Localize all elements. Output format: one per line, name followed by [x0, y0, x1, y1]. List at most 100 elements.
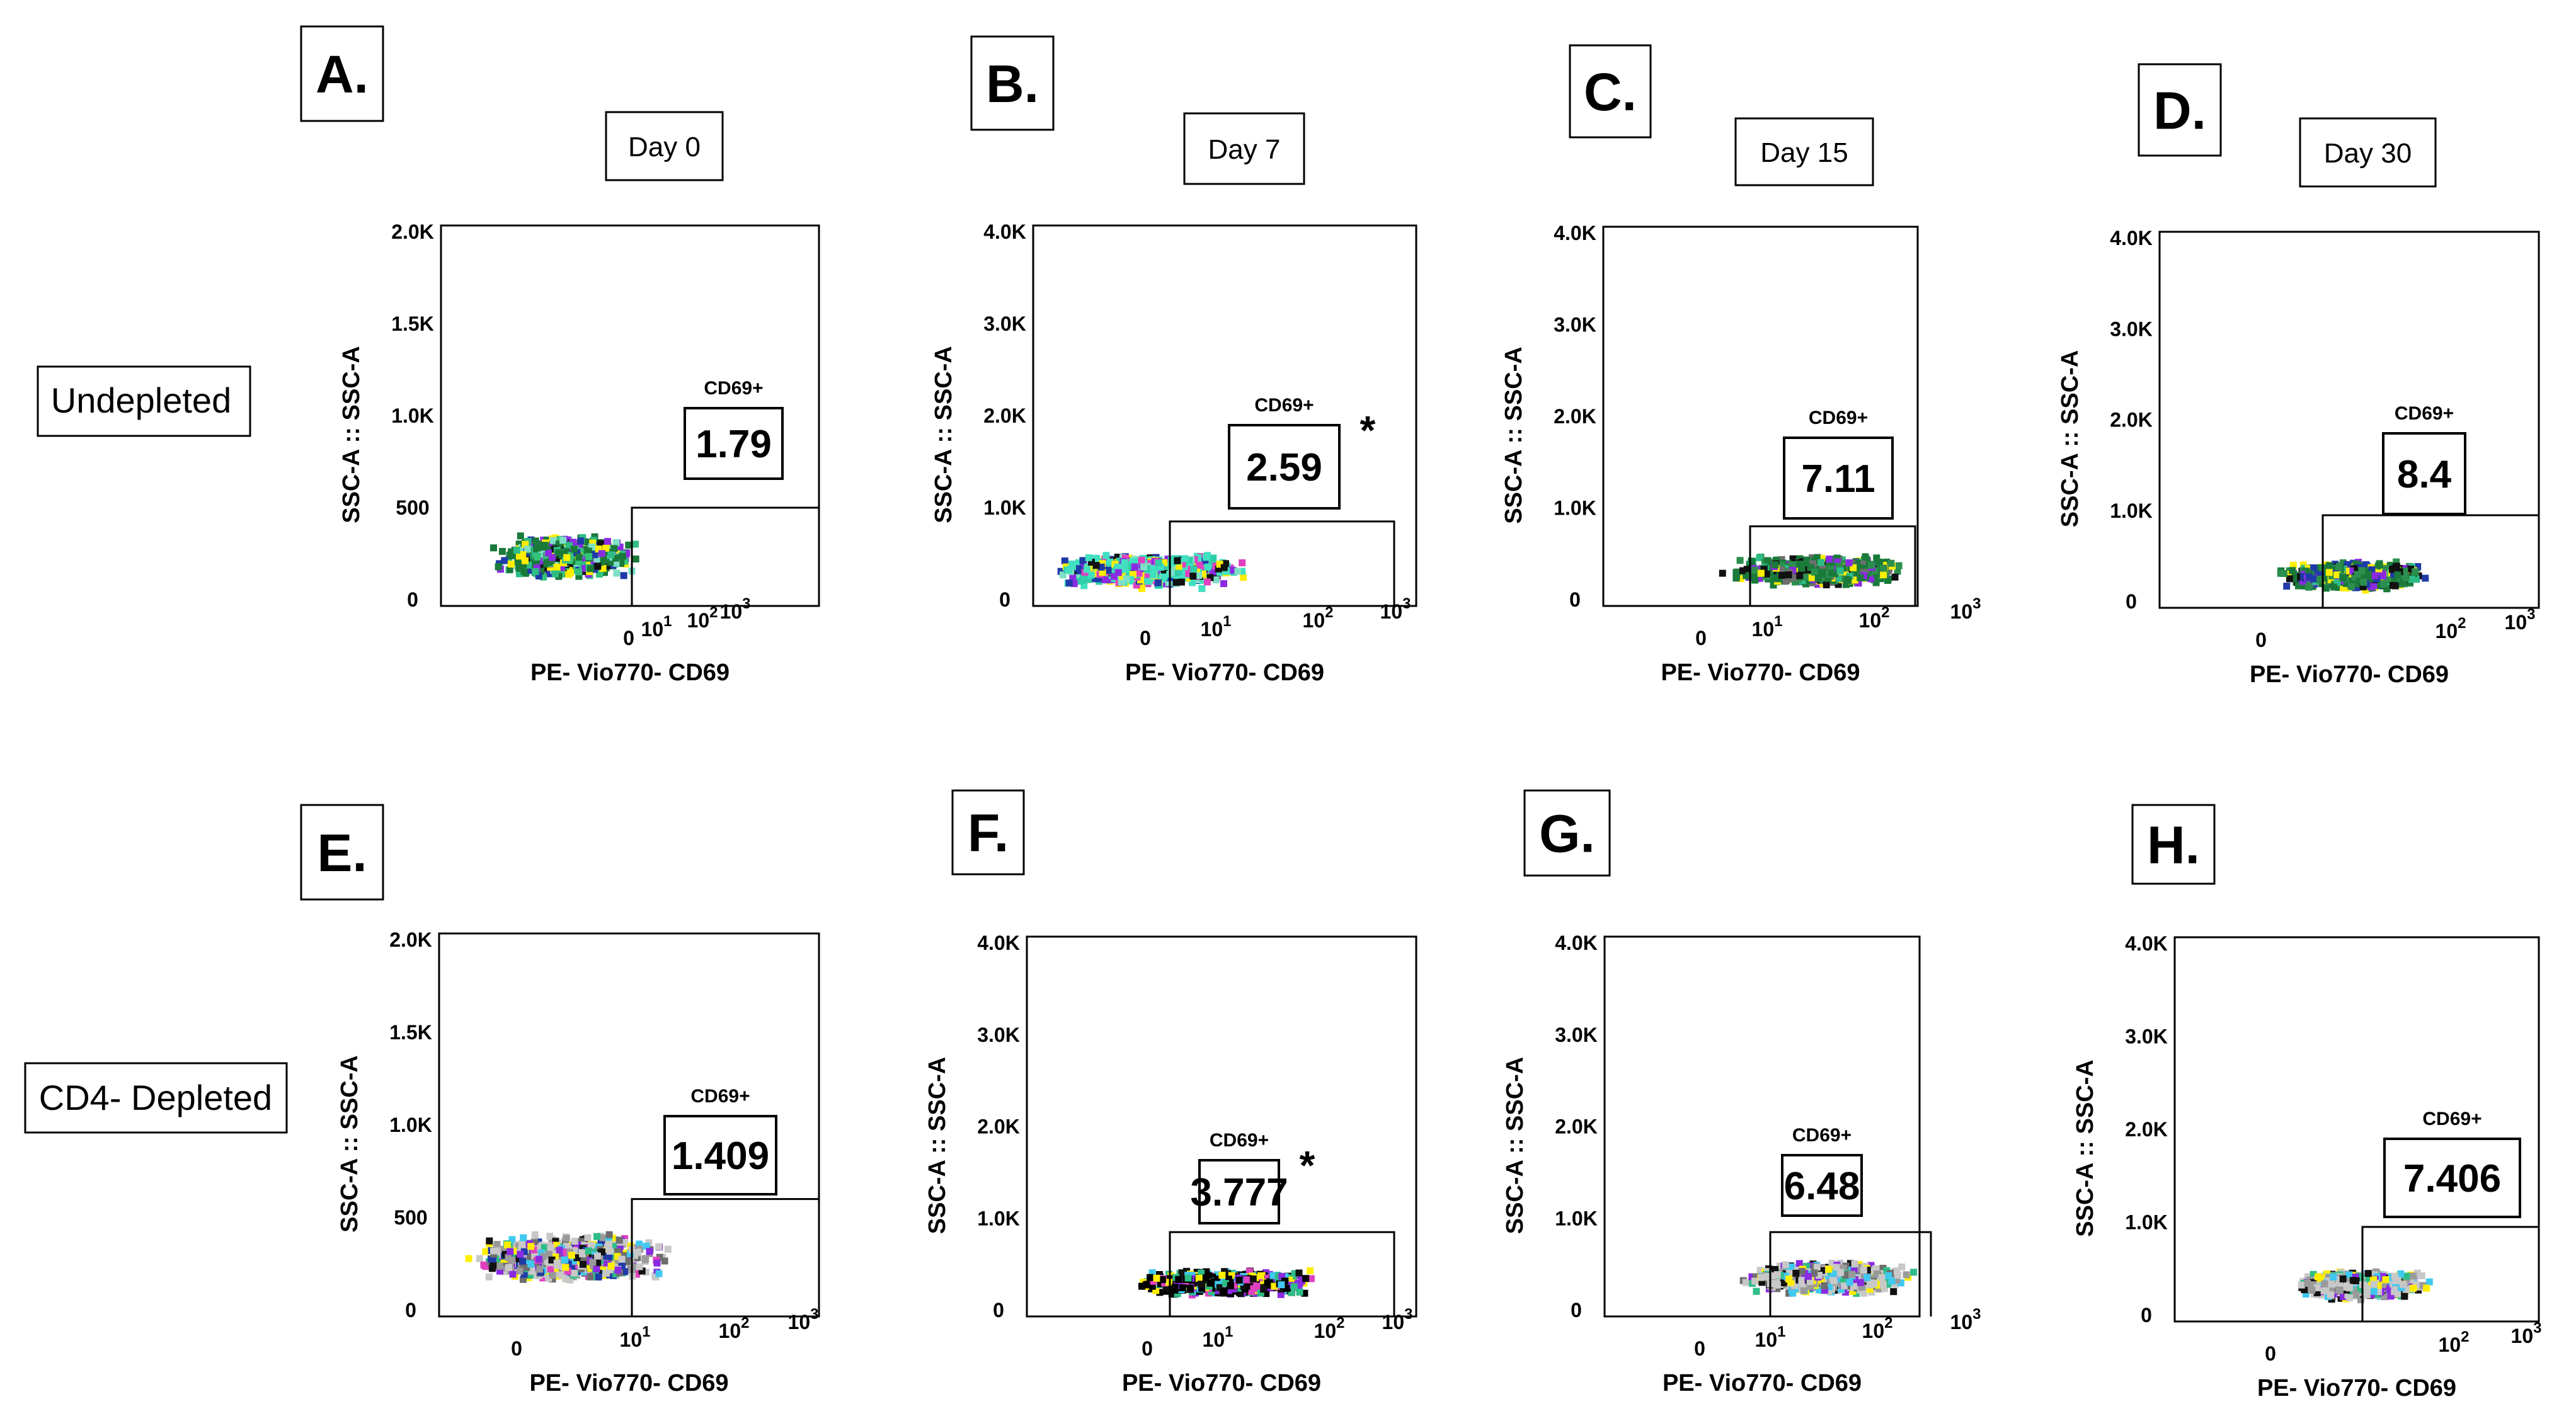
event-dot	[642, 1269, 650, 1276]
gate-value: 2.59	[1246, 446, 1322, 489]
event-dot	[577, 537, 585, 545]
event-dot	[2382, 565, 2390, 573]
event-dot	[624, 1258, 631, 1265]
event-dot	[1201, 557, 1209, 565]
event-dot	[1129, 558, 1136, 565]
event-dot	[1873, 554, 1880, 562]
day-label: Day 15	[1760, 137, 1848, 168]
event-dot	[1169, 559, 1177, 566]
event-dot	[2389, 582, 2396, 589]
y-tick-label: 3.0K	[983, 312, 1026, 335]
event-dot	[2340, 584, 2347, 591]
event-dot	[1092, 575, 1099, 583]
event-dot	[2356, 575, 2363, 583]
event-dot	[612, 539, 620, 547]
event-dot	[552, 1241, 560, 1249]
event-dot	[613, 1253, 621, 1260]
event-dot	[482, 1248, 489, 1255]
event-dot	[570, 545, 578, 553]
event-dot	[1791, 557, 1799, 565]
event-dot	[579, 1250, 586, 1258]
event-dot	[2358, 567, 2366, 574]
event-dot	[548, 554, 556, 561]
event-dot	[1743, 566, 1751, 573]
event-dot	[535, 1238, 542, 1246]
panel-letter-box	[300, 25, 384, 122]
event-dot	[546, 559, 552, 566]
event-dot	[1189, 573, 1197, 580]
x-tick-label: 102	[1303, 604, 1334, 632]
event-dot	[2310, 575, 2316, 583]
event-dot	[2386, 561, 2394, 569]
event-dot	[573, 1254, 581, 1262]
event-dot	[1209, 558, 1216, 566]
event-dot	[2324, 565, 2332, 573]
y-tick-label: 3.0K	[1554, 314, 1596, 336]
event-dot	[2422, 574, 2429, 582]
event-dot	[520, 568, 528, 575]
gate-name: CD69+	[1809, 408, 1868, 428]
event-dot	[1127, 576, 1135, 583]
y-axis-title: SSC-A :: SSC-A	[924, 1057, 951, 1234]
row-label: CD4- Depleted	[24, 1062, 288, 1134]
event-dot	[1215, 565, 1222, 573]
event-dot	[517, 532, 524, 540]
event-dot	[528, 1267, 535, 1275]
event-dot	[520, 561, 527, 568]
event-dot	[661, 1257, 668, 1265]
significance-star: *	[1360, 408, 1376, 453]
x-tick-label: 103	[2505, 606, 2536, 634]
event-dot	[2290, 575, 2298, 583]
event-dot	[631, 540, 639, 548]
event-dot	[2322, 571, 2330, 579]
event-dot	[616, 543, 624, 551]
event-dot	[2333, 579, 2341, 586]
event-dot	[1777, 566, 1785, 574]
event-dot	[546, 1250, 552, 1258]
panel-letter-box	[951, 789, 1025, 876]
event-dot	[2383, 576, 2391, 584]
event-dot	[1240, 574, 1247, 581]
event-dot	[585, 1257, 593, 1264]
event-dot	[2359, 583, 2367, 591]
event-dot	[1085, 576, 1093, 583]
event-dot	[1198, 585, 1206, 592]
event-dot	[1173, 575, 1181, 583]
event-dot	[2412, 576, 2420, 583]
event-dot	[623, 549, 631, 557]
event-dot	[1895, 562, 1903, 569]
event-dot	[575, 558, 583, 566]
event-dot	[545, 549, 552, 557]
event-dot	[1836, 575, 1843, 583]
event-dot	[1781, 568, 1789, 575]
row-label-box	[37, 365, 251, 437]
event-dot	[525, 561, 532, 569]
panel-letter: A.	[316, 45, 369, 104]
y-tick-label: 500	[396, 496, 429, 519]
event-dot	[597, 1240, 605, 1247]
x-axis-title: PE- Vio770- CD69	[1122, 1370, 1321, 1396]
event-dot	[2301, 582, 2308, 590]
event-cloud	[1719, 553, 1903, 589]
event-dot	[2360, 579, 2367, 586]
gate-value-box	[684, 407, 784, 480]
event-dot	[520, 1248, 528, 1255]
event-dot	[485, 1273, 493, 1281]
event-dot	[2289, 561, 2297, 569]
event-dot	[1751, 576, 1759, 584]
event-dot	[513, 547, 520, 554]
event-dot	[1059, 571, 1067, 579]
event-dot	[1266, 1270, 1273, 1278]
event-dot	[566, 542, 573, 549]
event-dot	[1295, 1284, 1303, 1291]
event-dot	[1101, 555, 1109, 562]
event-dot	[1773, 556, 1780, 564]
event-dot	[2370, 582, 2378, 590]
event-dot	[1092, 554, 1099, 562]
event-dot	[1880, 571, 1887, 579]
event-dot	[2314, 564, 2321, 572]
y-tick-label: 1.0K	[977, 1207, 1020, 1230]
event-dot	[585, 553, 593, 561]
event-dot	[1206, 574, 1214, 581]
event-dot	[495, 1255, 502, 1262]
